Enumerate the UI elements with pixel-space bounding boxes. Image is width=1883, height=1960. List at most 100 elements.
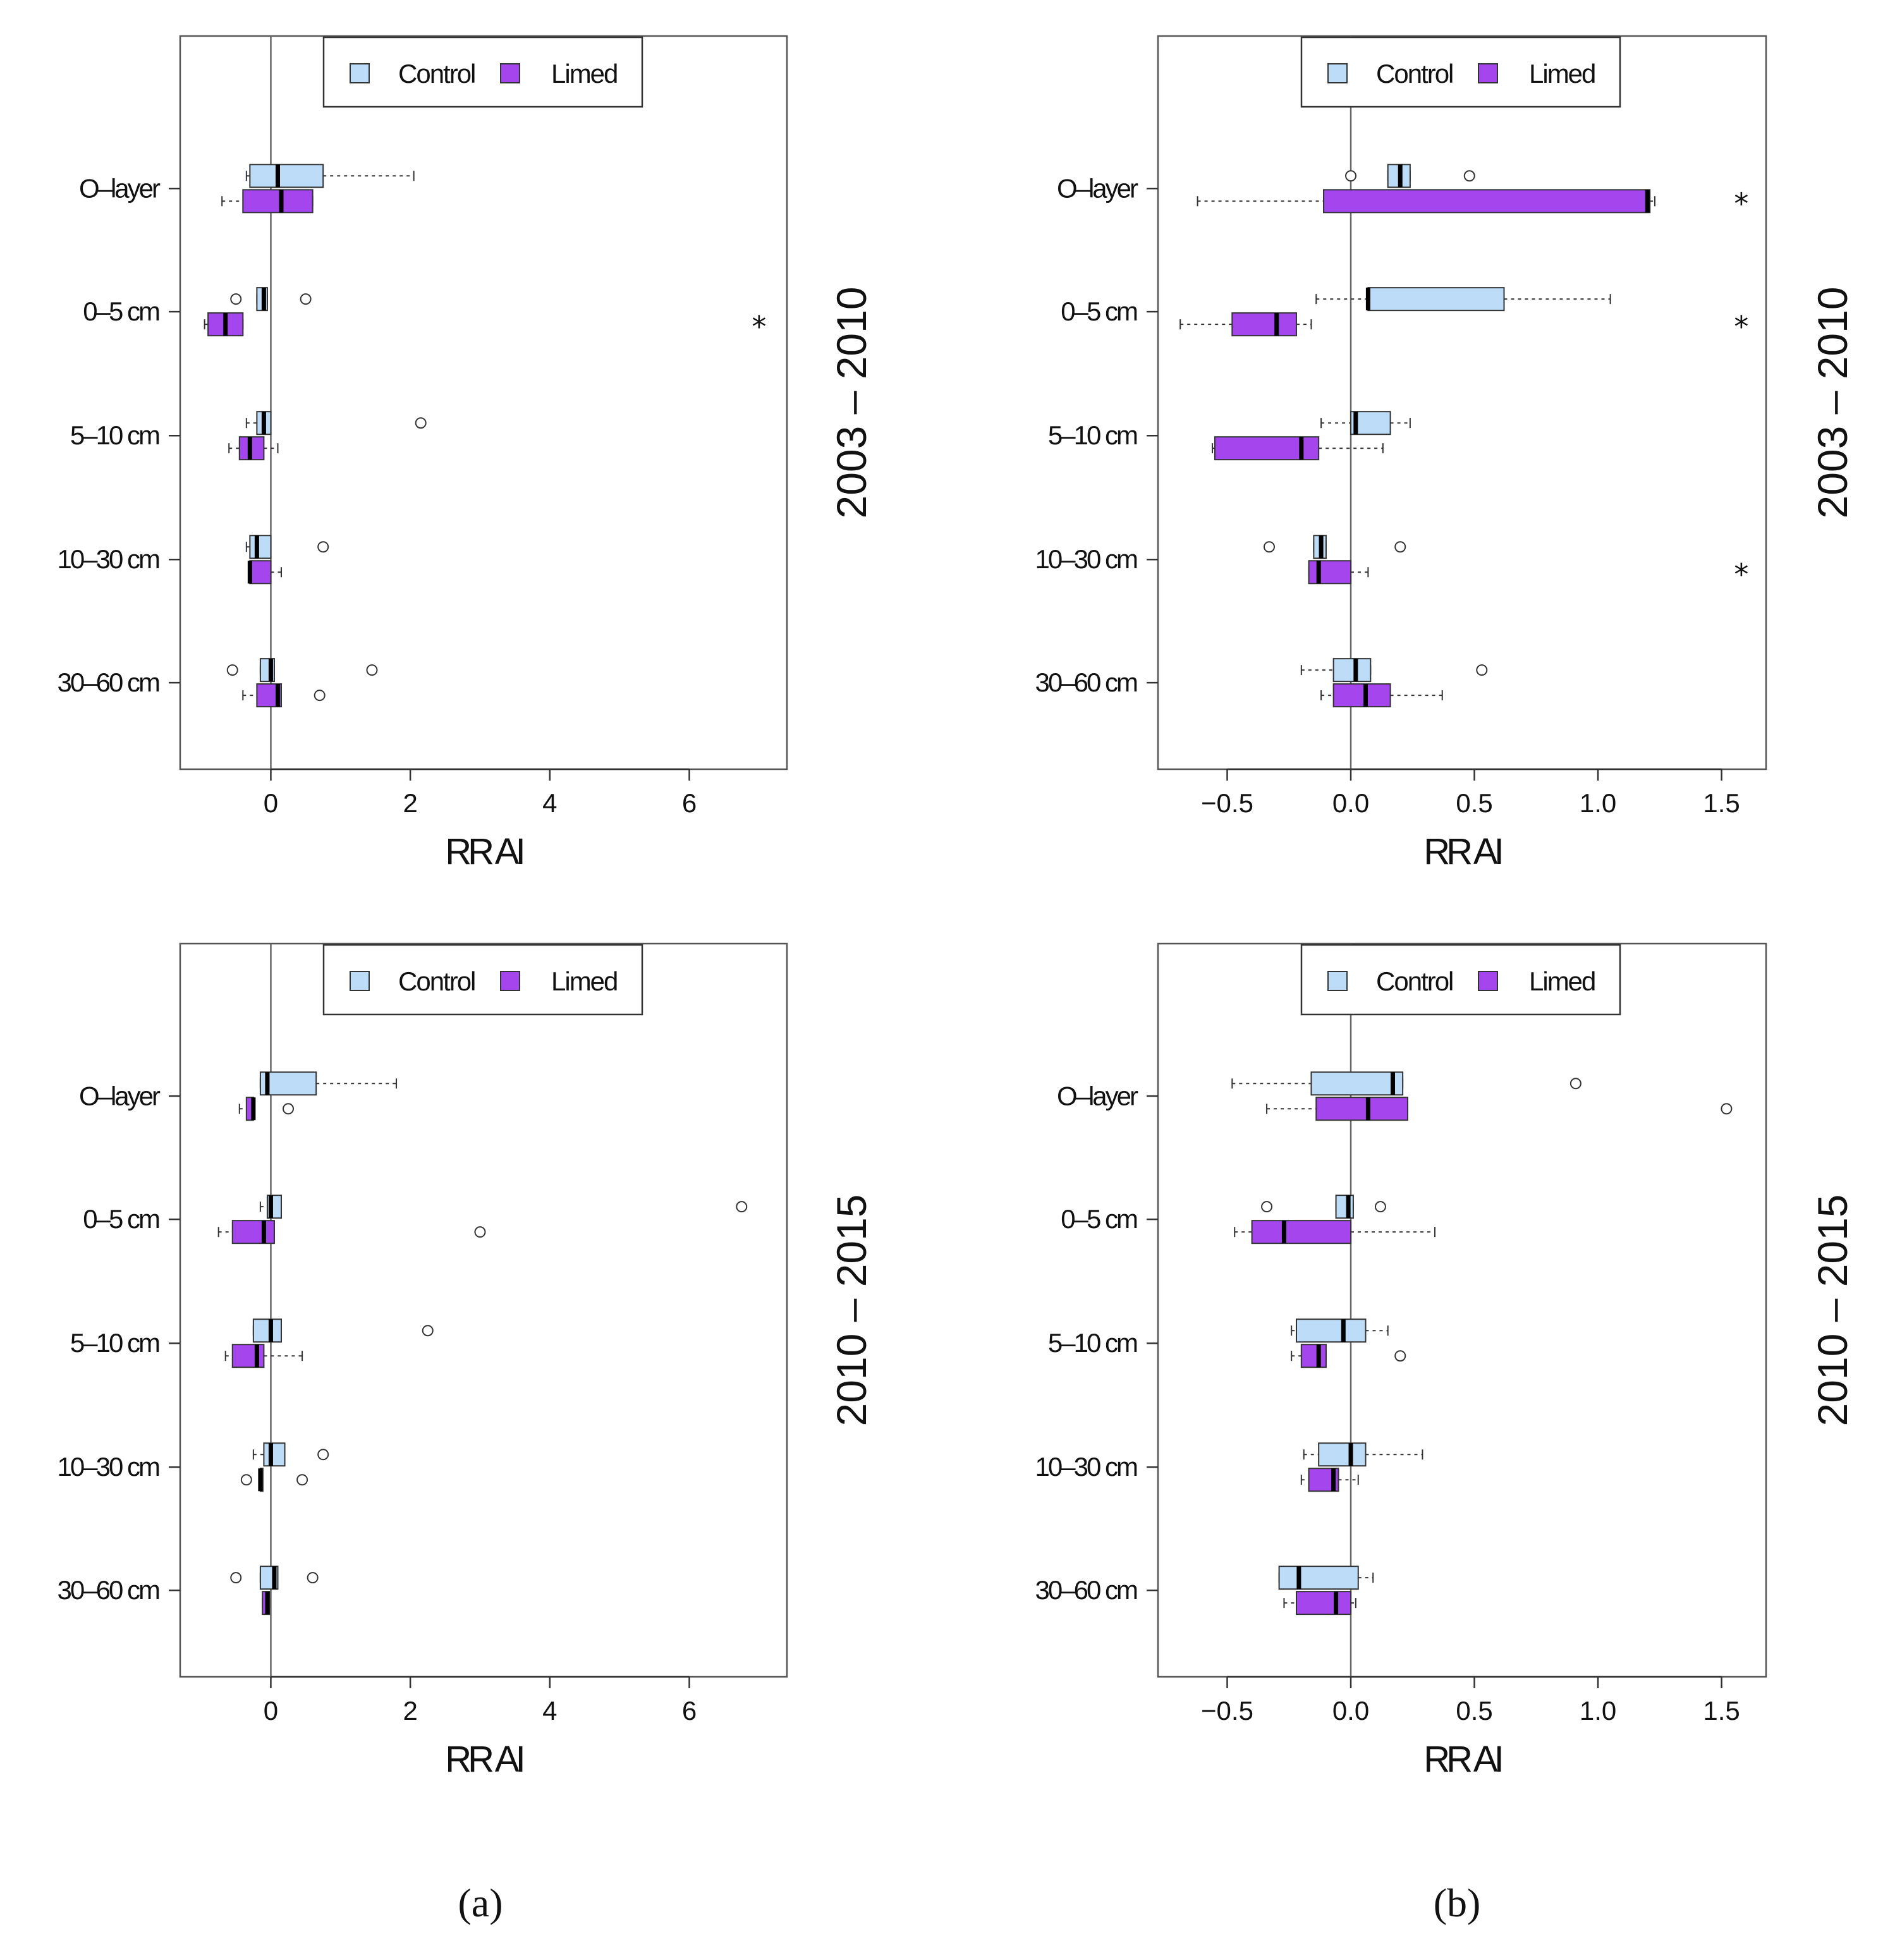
x-tick-label: 2: [403, 1696, 417, 1726]
x-tick-label: 0.0: [1332, 1696, 1369, 1726]
legend-label-control: Control: [398, 966, 475, 996]
legend-box: [1300, 944, 1621, 1016]
outlier-point: [1374, 1201, 1386, 1213]
outlier-point: [474, 1226, 486, 1238]
x-axis-label: RR AI: [445, 1739, 522, 1780]
box-limed: [1323, 189, 1651, 214]
outlier-point: [307, 1572, 319, 1584]
caption-a: (a): [458, 1880, 503, 1925]
x-tick-label: 0.5: [1456, 1696, 1492, 1726]
legend-label-control: Control: [1376, 59, 1453, 88]
category-label-5-10-cm: 5–10 cm: [1048, 1328, 1137, 1358]
category-label-o-layer: O–layer: [79, 1081, 161, 1111]
x-tick-label: 0.5: [1456, 788, 1492, 818]
plot-frame: [1157, 35, 1767, 770]
category-label-0-5-cm: 0–5 cm: [83, 1204, 159, 1234]
legend-swatch-control: [350, 971, 370, 991]
significance-star: *: [1734, 186, 1748, 221]
box-control: [1295, 1318, 1367, 1343]
outlier-point: [226, 664, 238, 676]
category-label-30-60-cm: 30–60 cm: [58, 1575, 159, 1605]
box-control: [259, 1071, 317, 1096]
box-limed: [249, 560, 272, 585]
category-label-10-30-cm: 10–30 cm: [58, 1452, 159, 1482]
outlier-point: [1721, 1103, 1733, 1115]
outlier-point: [1345, 170, 1357, 182]
category-label-30-60-cm: 30–60 cm: [1035, 667, 1137, 697]
legend-swatch-limed: [1478, 63, 1498, 83]
significance-star: *: [1734, 310, 1748, 344]
outlier-point: [240, 1474, 252, 1486]
x-axis-label: RR AI: [1423, 1739, 1501, 1780]
category-label-0-5-cm: 0–5 cm: [83, 296, 159, 326]
legend-label-control: Control: [1376, 966, 1453, 996]
legend-label-limed: Limed: [551, 59, 617, 88]
category-label-5-10-cm: 5–10 cm: [70, 1328, 159, 1358]
box-control: [1332, 658, 1372, 683]
category-label-10-30-cm: 10–30 cm: [1035, 544, 1137, 574]
x-tick-label: 1.5: [1703, 788, 1740, 818]
chart-b-2003: −0.5 0.0 0.5 1.0 1.5 RR AI 2003 – 2010 Control L…: [1035, 35, 1856, 872]
box-limed: [1332, 683, 1391, 708]
box-limed: [1251, 1220, 1352, 1245]
outlier-point: [1394, 541, 1406, 553]
category-label-0-5-cm: 0–5 cm: [1061, 296, 1137, 326]
period-label: 2003 – 2010: [828, 286, 875, 518]
period-label: 2010 – 2015: [1809, 1194, 1856, 1426]
box-limed: [242, 189, 314, 214]
box-control: [263, 1442, 286, 1467]
legend-swatch-control: [1327, 63, 1348, 83]
x-tick-label: 4: [542, 788, 557, 818]
category-label-10-30-cm: 10–30 cm: [1035, 1452, 1137, 1482]
box-control: [249, 164, 324, 188]
box-control: [1367, 287, 1505, 312]
outlier-point: [317, 1449, 329, 1461]
plot-frame: [1157, 942, 1767, 1678]
category-label-5-10-cm: 5–10 cm: [70, 420, 159, 450]
box-control: [1335, 1195, 1354, 1219]
outlier-point: [415, 417, 427, 429]
outlier-point: [1463, 170, 1475, 182]
legend-box: [322, 36, 643, 108]
box-limed: [231, 1344, 265, 1368]
outlier-point: [736, 1201, 748, 1213]
legend-label-limed: Limed: [1529, 59, 1595, 88]
box-limed: [1231, 312, 1297, 337]
box-control: [1278, 1566, 1359, 1590]
legend-label-control: Control: [398, 59, 475, 88]
legend-label-limed: Limed: [1529, 966, 1595, 996]
chart-b-2010: −0.5 0.0 0.5 1.0 1.5 RR AI 2010 – 2015 Control L…: [1035, 942, 1856, 1780]
legend-swatch-limed: [500, 971, 520, 991]
box-limed: [1295, 1591, 1352, 1616]
x-tick-label: 6: [682, 788, 697, 818]
outlier-point: [230, 293, 242, 305]
category-label-o-layer: O–layer: [1057, 173, 1138, 203]
box-limed: [1315, 1097, 1408, 1121]
box-limed: [1300, 1344, 1327, 1368]
outlier-point: [1261, 1201, 1273, 1213]
category-label-o-layer: O–layer: [79, 173, 161, 203]
outlier-point: [300, 293, 312, 305]
chart-a-2003: 0 2 4 6 RR AI 2003 – 2010 Control Limed O–layer 0…: [58, 35, 875, 872]
x-axis-label: RR AI: [445, 831, 522, 872]
period-label: 2010 – 2015: [828, 1194, 875, 1426]
outlier-point: [1263, 541, 1275, 553]
legend-box: [322, 944, 643, 1016]
significance-star: *: [1734, 557, 1748, 592]
outlier-point: [317, 541, 329, 553]
category-label-30-60-cm: 30–60 cm: [1035, 1575, 1137, 1605]
x-tick-label: 4: [542, 1696, 557, 1726]
box-control: [1310, 1071, 1404, 1096]
outlier-point: [296, 1474, 308, 1486]
x-tick-label: 0.0: [1332, 788, 1369, 818]
outlier-point: [366, 664, 378, 676]
category-label-10-30-cm: 10–30 cm: [58, 544, 159, 574]
box-control: [252, 1318, 282, 1343]
outlier-point: [422, 1325, 434, 1337]
x-axis-label: RR AI: [1423, 831, 1501, 872]
outlier-point: [1569, 1078, 1581, 1090]
period-label: 2003 – 2010: [1809, 286, 1856, 518]
legend-swatch-control: [1327, 971, 1348, 991]
outlier-point: [283, 1103, 295, 1115]
x-tick-label: 1.0: [1580, 788, 1616, 818]
